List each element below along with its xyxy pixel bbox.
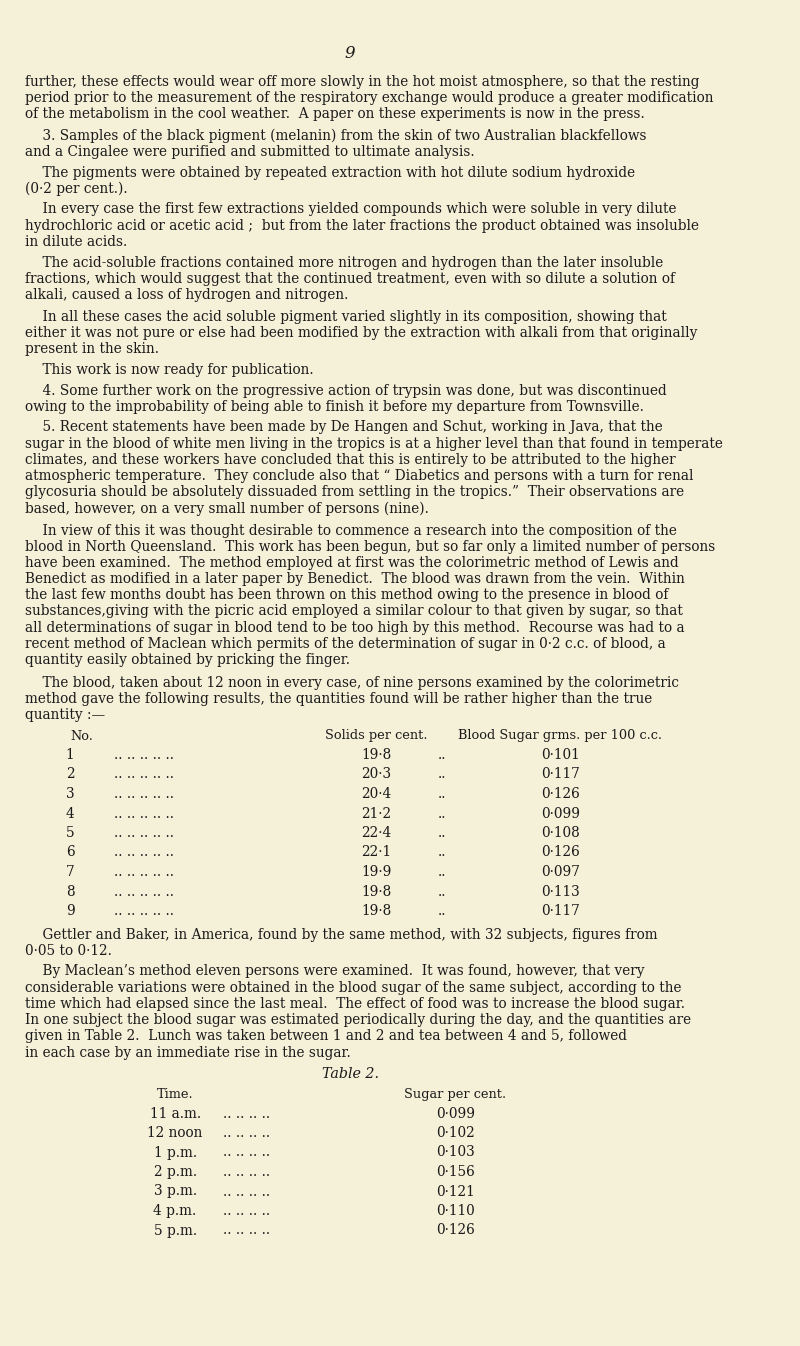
Text: ..: .. <box>438 787 446 801</box>
Text: .. .. .. .. ..: .. .. .. .. .. <box>114 826 174 840</box>
Text: 22·4: 22·4 <box>362 826 392 840</box>
Text: ..: .. <box>438 865 446 879</box>
Text: .. .. .. ..: .. .. .. .. <box>223 1166 270 1179</box>
Text: Time.: Time. <box>157 1088 194 1101</box>
Text: 19·8: 19·8 <box>362 905 392 918</box>
Text: .. .. .. ..: .. .. .. .. <box>223 1224 270 1237</box>
Text: 6: 6 <box>66 845 74 860</box>
Text: 20·4: 20·4 <box>362 787 392 801</box>
Text: 4. Some further work on the progressive action of trypsin was done, but was disc: 4. Some further work on the progressive … <box>25 384 666 413</box>
Text: 0·108: 0·108 <box>541 826 580 840</box>
Text: 3 p.m.: 3 p.m. <box>154 1184 197 1198</box>
Text: .. .. .. ..: .. .. .. .. <box>223 1145 270 1159</box>
Text: In all these cases the acid soluble pigment varied slightly in its composition, : In all these cases the acid soluble pigm… <box>25 310 697 355</box>
Text: The blood, taken about 12 noon in every case, of nine persons examined by the co: The blood, taken about 12 noon in every … <box>25 676 678 723</box>
Text: 0·110: 0·110 <box>436 1205 474 1218</box>
Text: 0·102: 0·102 <box>436 1127 474 1140</box>
Text: 0·117: 0·117 <box>541 767 580 782</box>
Text: .. .. .. .. ..: .. .. .. .. .. <box>114 865 174 879</box>
Text: ..: .. <box>438 845 446 860</box>
Text: .. .. .. ..: .. .. .. .. <box>223 1127 270 1140</box>
Text: ..: .. <box>438 905 446 918</box>
Text: No.: No. <box>70 730 93 743</box>
Text: 0·113: 0·113 <box>541 884 580 899</box>
Text: 0·126: 0·126 <box>541 845 580 860</box>
Text: ..: .. <box>438 767 446 782</box>
Text: 0·126: 0·126 <box>541 787 580 801</box>
Text: 2: 2 <box>66 767 74 782</box>
Text: This work is now ready for publication.: This work is now ready for publication. <box>25 363 313 377</box>
Text: 0·117: 0·117 <box>541 905 580 918</box>
Text: 0·121: 0·121 <box>436 1184 474 1198</box>
Text: 19·9: 19·9 <box>362 865 392 879</box>
Text: 0·103: 0·103 <box>436 1145 474 1159</box>
Text: 0·126: 0·126 <box>436 1224 474 1237</box>
Text: .. .. .. .. ..: .. .. .. .. .. <box>114 884 174 899</box>
Text: 2 p.m.: 2 p.m. <box>154 1166 197 1179</box>
Text: .. .. .. .. ..: .. .. .. .. .. <box>114 748 174 762</box>
Text: .. .. .. .. ..: .. .. .. .. .. <box>114 905 174 918</box>
Text: .. .. .. ..: .. .. .. .. <box>223 1106 270 1120</box>
Text: further, these effects would wear off more slowly in the hot moist atmosphere, s: further, these effects would wear off mo… <box>25 75 713 121</box>
Text: Sugar per cent.: Sugar per cent. <box>404 1088 506 1101</box>
Text: Gettler and Baker, in America, found by the same method, with 32 subjects, figur: Gettler and Baker, in America, found by … <box>25 927 657 958</box>
Text: 22·1: 22·1 <box>362 845 391 860</box>
Text: 20·3: 20·3 <box>362 767 391 782</box>
Text: The pigments were obtained by repeated extraction with hot dilute sodium hydroxi: The pigments were obtained by repeated e… <box>25 166 634 197</box>
Text: 0·099: 0·099 <box>436 1106 474 1120</box>
Text: ..: .. <box>438 748 446 762</box>
Text: 19·8: 19·8 <box>362 748 392 762</box>
Text: 0·097: 0·097 <box>541 865 580 879</box>
Text: 12 noon: 12 noon <box>147 1127 202 1140</box>
Text: 1 p.m.: 1 p.m. <box>154 1145 197 1159</box>
Text: .. .. .. .. ..: .. .. .. .. .. <box>114 787 174 801</box>
Text: 0·099: 0·099 <box>541 806 580 821</box>
Text: 19·8: 19·8 <box>362 884 392 899</box>
Text: .. .. .. ..: .. .. .. .. <box>223 1205 270 1218</box>
Text: 0·156: 0·156 <box>436 1166 474 1179</box>
Text: 11 a.m.: 11 a.m. <box>150 1106 201 1120</box>
Text: 3. Samples of the black pigment (melanin) from the skin of two Australian blackf: 3. Samples of the black pigment (melanin… <box>25 128 646 159</box>
Text: 21·2: 21·2 <box>362 806 391 821</box>
Text: .. .. .. .. ..: .. .. .. .. .. <box>114 767 174 782</box>
Text: 5: 5 <box>66 826 74 840</box>
Text: 9: 9 <box>345 44 355 62</box>
Text: .. .. .. .. ..: .. .. .. .. .. <box>114 845 174 860</box>
Text: 8: 8 <box>66 884 74 899</box>
Text: .. .. .. ..: .. .. .. .. <box>223 1184 270 1198</box>
Text: In view of this it was thought desirable to commence a research into the composi: In view of this it was thought desirable… <box>25 524 714 668</box>
Text: Solids per cent.: Solids per cent. <box>326 730 428 743</box>
Text: ..: .. <box>438 884 446 899</box>
Text: 5. Recent statements have been made by De Hangen and Schut, working in Java, tha: 5. Recent statements have been made by D… <box>25 420 722 516</box>
Text: Blood Sugar grms. per 100 c.c.: Blood Sugar grms. per 100 c.c. <box>458 730 662 743</box>
Text: Table 2.: Table 2. <box>322 1067 378 1081</box>
Text: .. .. .. .. ..: .. .. .. .. .. <box>114 806 174 821</box>
Text: 5 p.m.: 5 p.m. <box>154 1224 197 1237</box>
Text: In every case the first few extractions yielded compounds which were soluble in : In every case the first few extractions … <box>25 202 698 249</box>
Text: 4 p.m.: 4 p.m. <box>154 1205 197 1218</box>
Text: 0·101: 0·101 <box>541 748 580 762</box>
Text: 1: 1 <box>66 748 74 762</box>
Text: ..: .. <box>438 806 446 821</box>
Text: 7: 7 <box>66 865 74 879</box>
Text: 9: 9 <box>66 905 74 918</box>
Text: The acid-soluble fractions contained more nitrogen and hydrogen than the later i: The acid-soluble fractions contained mor… <box>25 256 674 303</box>
Text: ..: .. <box>438 826 446 840</box>
Text: By Maclean’s method eleven persons were examined.  It was found, however, that v: By Maclean’s method eleven persons were … <box>25 965 690 1059</box>
Text: 4: 4 <box>66 806 74 821</box>
Text: 3: 3 <box>66 787 74 801</box>
